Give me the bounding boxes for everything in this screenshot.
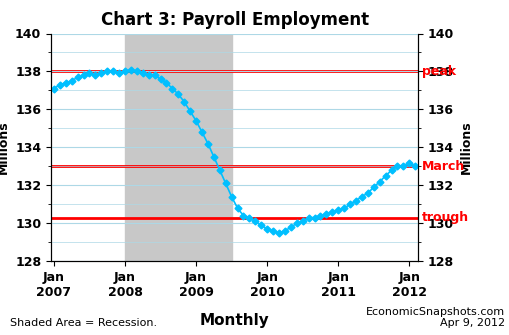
Text: EconomicSnapshots.com
Apr 9, 2012: EconomicSnapshots.com Apr 9, 2012 — [365, 307, 504, 328]
Text: Shaded Area = Recession.: Shaded Area = Recession. — [10, 318, 157, 328]
Title: Chart 3: Payroll Employment: Chart 3: Payroll Employment — [100, 11, 368, 29]
Bar — [125, 34, 231, 261]
Text: Monthly: Monthly — [200, 313, 269, 328]
Y-axis label: Millions: Millions — [0, 121, 10, 174]
Text: March: March — [421, 160, 464, 173]
Text: trough: trough — [421, 211, 468, 224]
Text: peak: peak — [421, 65, 455, 78]
Y-axis label: Millions: Millions — [459, 121, 472, 174]
